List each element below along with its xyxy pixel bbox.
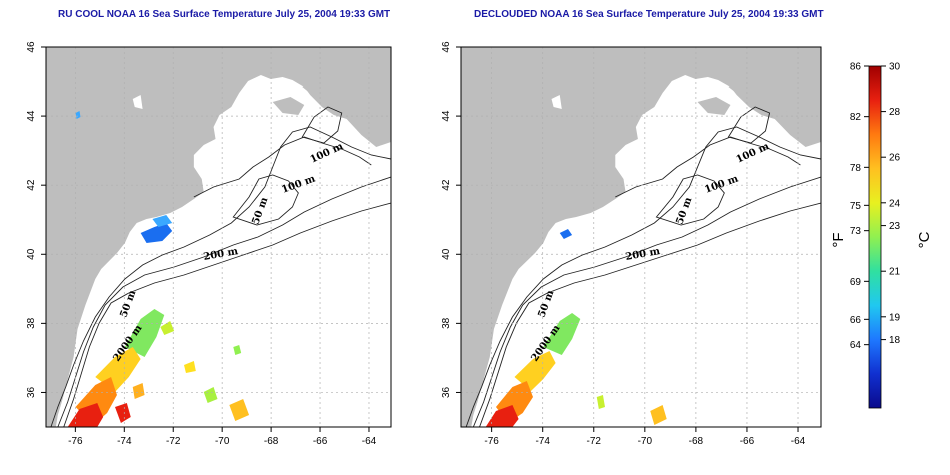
lon-tick-label: -64 bbox=[791, 436, 806, 447]
lat-tick-label: 40 bbox=[441, 248, 452, 260]
colorbar-gradient bbox=[868, 65, 882, 409]
lon-tick-label: -72 bbox=[587, 436, 602, 447]
lat-tick-label: 40 bbox=[26, 248, 37, 260]
lat-tick-label: 44 bbox=[441, 110, 452, 122]
celsius-tick-label: 26 bbox=[889, 153, 901, 164]
lon-tick-label: -68 bbox=[264, 436, 279, 447]
celsius-tick-label: 28 bbox=[889, 107, 901, 118]
fahrenheit-tick-label: 73 bbox=[850, 226, 862, 237]
left-gridlines bbox=[46, 46, 391, 427]
fahrenheit-unit-label: °F bbox=[830, 232, 847, 247]
right-gridlines bbox=[461, 46, 821, 427]
lon-tick-label: -76 bbox=[68, 436, 83, 447]
colorbar-ticks: 86 82 78 75 73 69 66 64 30 28 26 24 23 21 19 18 bbox=[850, 62, 901, 352]
lon-tick-label: -70 bbox=[215, 436, 230, 447]
left-panel-title: RU COOL NOAA 16 Sea Surface Temperature … bbox=[58, 9, 391, 20]
lat-tick-label: 42 bbox=[441, 179, 452, 191]
celsius-tick-label: 23 bbox=[889, 221, 901, 232]
fahrenheit-tick-label: 69 bbox=[850, 277, 862, 288]
fahrenheit-tick-label: 82 bbox=[850, 112, 862, 123]
lat-tick-label: 36 bbox=[441, 386, 452, 398]
lat-tick-label: 38 bbox=[441, 317, 452, 329]
colorbar: 86 82 78 75 73 69 66 64 30 28 26 24 23 21 19 18 °F °C bbox=[830, 62, 933, 409]
lon-tick-label: -66 bbox=[740, 436, 755, 447]
celsius-tick-label: 24 bbox=[889, 198, 901, 209]
lon-tick-label: -68 bbox=[689, 436, 704, 447]
lat-tick-label: 44 bbox=[26, 110, 37, 122]
lat-tick-label: 46 bbox=[441, 41, 452, 53]
celsius-tick-label: 18 bbox=[889, 335, 901, 346]
fahrenheit-tick-label: 78 bbox=[850, 163, 862, 174]
lon-tick-label: -74 bbox=[535, 436, 550, 447]
left-axis-ticks: -76 -74 -72 -70 -68 -66 -64 36 38 40 42 44 46 bbox=[26, 41, 377, 447]
fahrenheit-tick-label: 64 bbox=[850, 340, 862, 351]
lat-tick-label: 36 bbox=[26, 386, 37, 398]
lat-tick-label: 38 bbox=[26, 317, 37, 329]
fahrenheit-tick-label: 66 bbox=[850, 315, 862, 326]
fahrenheit-tick-label: 75 bbox=[850, 201, 862, 212]
lon-tick-label: -74 bbox=[117, 436, 132, 447]
fahrenheit-tick-label: 86 bbox=[850, 62, 862, 73]
celsius-tick-label: 19 bbox=[889, 312, 901, 323]
lon-tick-label: -72 bbox=[166, 436, 181, 447]
lat-tick-label: 42 bbox=[26, 179, 37, 191]
celsius-tick-label: 21 bbox=[889, 267, 901, 278]
right-panel-title: DECLOUDED NOAA 16 Sea Surface Temperatur… bbox=[474, 9, 824, 20]
celsius-unit-label: °C bbox=[916, 231, 933, 248]
celsius-tick-label: 30 bbox=[889, 62, 901, 73]
lon-tick-label: -76 bbox=[484, 436, 499, 447]
lon-tick-label: -66 bbox=[313, 436, 328, 447]
lon-tick-label: -64 bbox=[362, 436, 377, 447]
right-axis-ticks: -76 -74 -72 -70 -68 -66 -64 36 38 40 42 44 46 bbox=[441, 41, 806, 447]
lon-tick-label: -70 bbox=[638, 436, 653, 447]
lat-tick-label: 46 bbox=[26, 41, 37, 53]
